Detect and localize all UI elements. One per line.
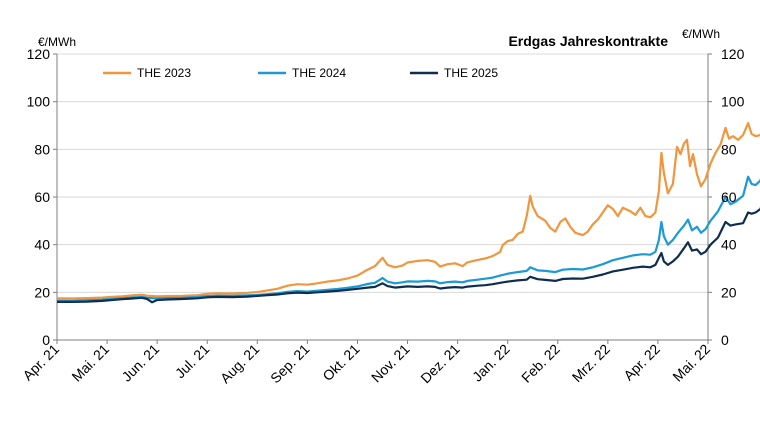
y-axis-left-unit: €/MWh <box>38 35 76 49</box>
y-left-tick-label-20: 20 <box>34 284 50 300</box>
series-line-the-2025 <box>57 206 760 304</box>
legend-label-the-2024: THE 2024 <box>292 66 346 80</box>
y-axis-right-unit: €/MWh <box>682 27 720 41</box>
legend-item-the-2025: THE 2025 <box>410 66 498 80</box>
legend-label-the-2025: THE 2025 <box>444 66 498 80</box>
x-axis-tick-labels: Apr. 21 Mai. 21 Jun. 21 Jul. 21 Aug. 21 Sep. … <box>19 341 713 387</box>
x-tick-label-feb-22: Feb. 22 <box>518 341 563 386</box>
y-right-tick-label-40: 40 <box>721 237 737 253</box>
y-left-tick-label-60: 60 <box>34 189 50 205</box>
x-tick-label-apr-21: Apr. 21 <box>19 341 62 384</box>
y-left-tick-label-0: 0 <box>42 332 50 348</box>
x-tick-label-jul-21: Jul. 21 <box>172 341 213 382</box>
series-line-the-2024 <box>56 175 760 302</box>
y-right-tick-label-20: 20 <box>721 284 737 300</box>
x-tick-label-mai-22: Mai. 22 <box>669 341 713 385</box>
x-tick-label-okt-21: Okt. 21 <box>319 341 362 384</box>
y-left-tick-label-80: 80 <box>34 141 50 157</box>
legend-item-the-2024: THE 2024 <box>258 66 346 80</box>
y-right-tick-label-80: 80 <box>721 141 737 157</box>
x-tick-label-jun-21: Jun. 21 <box>118 341 162 385</box>
y-right-tick-label-60: 60 <box>721 189 737 205</box>
y-axis-left-tick-labels: 0 20 40 60 80 100 120 <box>27 46 51 348</box>
y-right-tick-label-120: 120 <box>721 46 745 62</box>
y-right-tick-label-100: 100 <box>721 94 745 110</box>
series-lines <box>56 122 760 304</box>
x-tick-label-mai-21: Mai. 21 <box>68 341 112 385</box>
x-tick-label-mrz-22: Mrz. 22 <box>569 341 613 385</box>
x-tick-label-aug-21: Aug. 21 <box>217 341 263 387</box>
x-tick-label-apr-22: Apr. 22 <box>620 341 663 384</box>
grid-lines <box>57 53 708 293</box>
chart-title: Erdgas Jahreskontrakte <box>508 33 668 49</box>
y-left-tick-label-100: 100 <box>27 94 51 110</box>
legend: THE 2023 THE 2024 THE 2025 <box>103 66 498 80</box>
x-tick-label-jan-22: Jan. 22 <box>469 341 513 385</box>
x-tick-label-dez-21: Dez. 21 <box>417 341 463 387</box>
series-line-the-2023 <box>56 122 760 300</box>
y-right-tick-label-0: 0 <box>721 332 729 348</box>
legend-item-the-2023: THE 2023 <box>103 66 191 80</box>
y-left-tick-label-120: 120 <box>27 46 51 62</box>
y-left-tick-label-40: 40 <box>34 237 50 253</box>
legend-label-the-2023: THE 2023 <box>137 66 191 80</box>
axes <box>53 53 712 344</box>
x-tick-label-sep-21: Sep. 21 <box>267 341 313 387</box>
x-tick-label-nov-21: Nov. 21 <box>368 341 413 386</box>
y-axis-right-tick-labels: 0 20 40 60 80 100 120 <box>721 46 745 348</box>
